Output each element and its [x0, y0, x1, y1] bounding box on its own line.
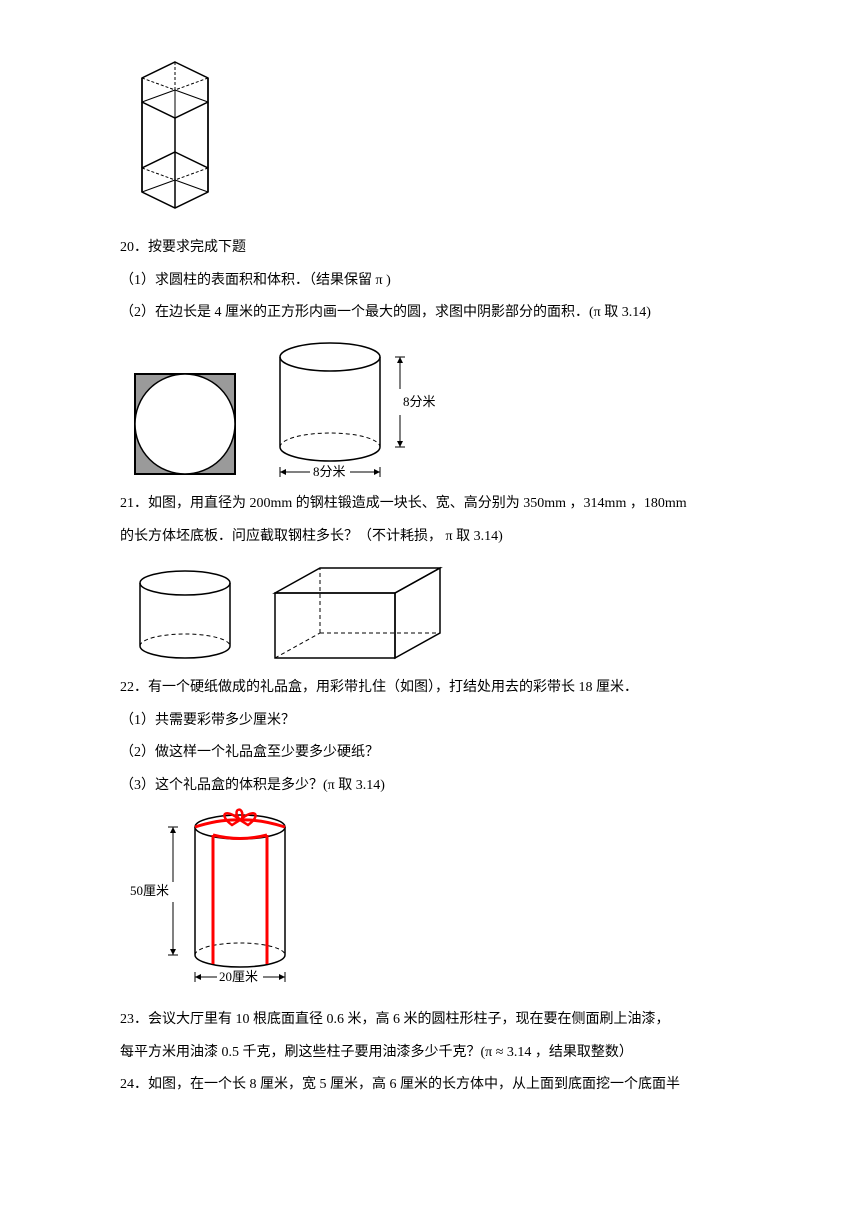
q23-line1: 23．会议大厅里有 10 根底面直径 0.6 米，高 6 米的圆柱形柱子，现在要… [120, 1005, 740, 1036]
hexagonal-prism-figure [130, 60, 740, 223]
svg-text:50厘米: 50厘米 [130, 883, 169, 898]
cylinder-width-label: 8分米 [313, 464, 346, 479]
q24-line1: 24．如图，在一个长 8 厘米，宽 5 厘米，高 6 厘米的长方体中，从上面到底… [120, 1070, 740, 1101]
cylinder-height-label: 8分米 [403, 394, 436, 409]
q22-part3: （3）这个礼品盒的体积是多少？(π 取 3.14) [120, 771, 740, 802]
q21-figures [130, 563, 740, 663]
square-circle-figure [130, 369, 240, 479]
q23-line2: 每平方米用油漆 0.5 千克，刷这些柱子要用油漆多少千克？(π ≈ 3.14 ，… [120, 1038, 740, 1069]
q20-title: 20．按要求完成下题 [120, 233, 740, 264]
gift-box-figure: 50厘米 20厘米 [130, 807, 740, 1000]
q22-line1: 22．有一个硬纸做成的礼品盒，用彩带扎住（如图），打结处用去的彩带长 18 厘米… [120, 673, 740, 704]
cuboid-figure [270, 563, 450, 663]
q21-line2: 的长方体坯底板．问应截取钢柱多长？（不计耗损， π 取 3.14) [120, 522, 740, 553]
q20-part1: （1）求圆柱的表面积和体积．（结果保留 π ) [120, 266, 740, 297]
q20-part2: （2）在边长是 4 厘米的正方形内画一个最大的圆，求图中阴影部分的面积．(π 取… [120, 298, 740, 329]
steel-cylinder-figure [130, 568, 240, 663]
svg-text:20厘米: 20厘米 [219, 969, 258, 984]
q20-figures: 8分米 8分米 [130, 339, 740, 479]
cylinder-8dm-figure: 8分米 8分米 [270, 339, 450, 479]
q22-part1: （1）共需要彩带多少厘米？ [120, 706, 740, 737]
q21-line1: 21．如图，用直径为 200mm 的钢柱锻造成一块长、宽、高分别为 350mm … [120, 489, 740, 520]
q22-part2: （2）做这样一个礼品盒至少要多少硬纸？ [120, 738, 740, 769]
